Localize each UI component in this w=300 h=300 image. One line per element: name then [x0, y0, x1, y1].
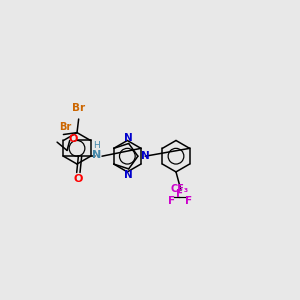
Text: F: F — [185, 196, 192, 206]
Text: F: F — [168, 196, 175, 206]
Text: Br: Br — [59, 122, 71, 132]
Text: CF₃: CF₃ — [170, 184, 188, 194]
Text: Br: Br — [72, 103, 85, 113]
Text: N: N — [92, 149, 101, 160]
Text: N: N — [124, 133, 133, 142]
Text: N: N — [124, 170, 133, 180]
Text: O: O — [68, 134, 78, 144]
Text: O: O — [74, 174, 83, 184]
Text: F: F — [176, 189, 183, 199]
Text: H: H — [93, 141, 100, 150]
Text: N: N — [141, 151, 150, 161]
